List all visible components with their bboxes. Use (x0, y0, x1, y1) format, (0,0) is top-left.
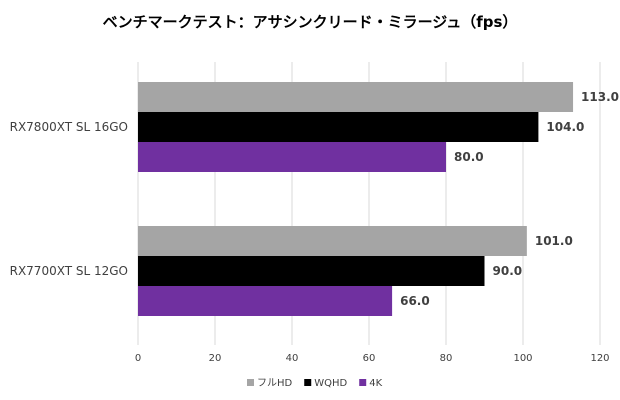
x-tick-label: 20 (209, 353, 222, 364)
legend-label: WQHD (314, 378, 347, 389)
x-tick-label: 40 (286, 353, 299, 364)
x-tick-label: 120 (590, 353, 609, 364)
x-tick-label: 60 (363, 353, 376, 364)
bar-groups (138, 82, 574, 316)
bar (138, 256, 485, 286)
category-label: RX7700XT SL 12GO (10, 264, 128, 278)
data-label: 101.0 (535, 234, 573, 248)
data-label: 66.0 (400, 294, 430, 308)
legend-label: フルHD (257, 378, 293, 389)
category-label: RX7800XT SL 16GO (10, 120, 128, 134)
bar (138, 286, 393, 316)
bar (138, 226, 527, 256)
value-labels: 113.0 104.0 80.0 101.0 90.0 66.0 (400, 90, 619, 308)
data-label: 104.0 (546, 120, 584, 134)
x-axis-ticks: 0 20 40 60 80 100 120 (135, 353, 610, 364)
data-label: 90.0 (493, 264, 523, 278)
bar (138, 82, 574, 112)
x-tick-label: 100 (513, 353, 532, 364)
legend-swatch (247, 379, 254, 386)
legend: フルHD WQHD 4K (247, 378, 383, 389)
x-tick-label: 0 (135, 353, 141, 364)
legend-swatch (359, 379, 367, 386)
data-label: 113.0 (581, 90, 619, 104)
data-label: 80.0 (454, 150, 484, 164)
legend-swatch (304, 379, 312, 386)
category-labels: RX7800XT SL 16GO RX7700XT SL 12GO (10, 120, 128, 278)
x-tick-label: 80 (440, 353, 453, 364)
legend-label: 4K (369, 378, 382, 389)
bar (138, 142, 446, 172)
bar (138, 112, 539, 142)
chart-title: ベンチマークテスト：アサシンクリード・ミラージュ（fps） (103, 13, 518, 31)
